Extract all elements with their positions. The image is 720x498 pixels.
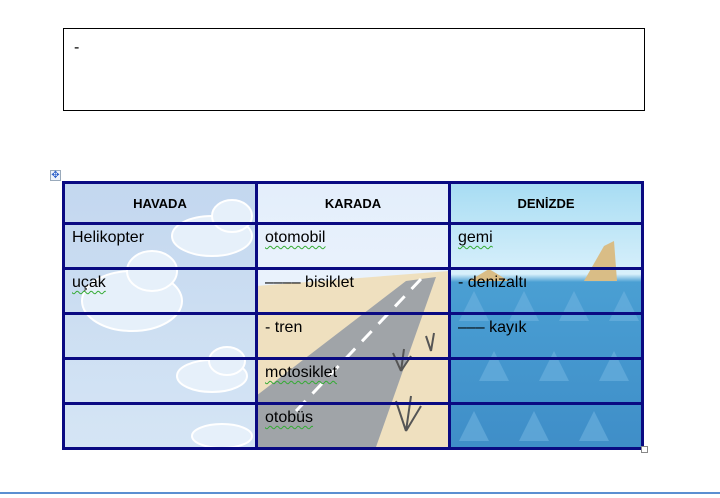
table-cell[interactable]: uçak [62,267,258,315]
cell-text: ––– kayık [458,319,527,336]
text-box[interactable]: - [63,28,645,111]
table-resize-handle[interactable] [641,446,648,453]
table-row: otobüs [62,402,644,450]
cell-text: - denizaltı [458,274,528,291]
table-cell[interactable]: Helikopter [62,222,258,270]
table-cell[interactable] [62,312,258,360]
table-header-row: HAVADA KARADA DENİZDE [62,181,644,225]
cell-text: otobüs [265,409,314,426]
cell-text: Helikopter [72,229,145,246]
cell-text: gemi [458,229,493,246]
vehicle-table: HAVADA KARADA DENİZDE Helikopter otomobi… [62,181,644,450]
table-cell[interactable] [448,357,644,405]
table-cell[interactable]: –––– bisiklet [255,267,451,315]
table-cell[interactable]: gemi [448,222,644,270]
table-cell[interactable]: ––– kayık [448,312,644,360]
table-cell[interactable]: - denizaltı [448,267,644,315]
table-row: Helikopter otomobil gemi [62,222,644,270]
table-cell[interactable]: - tren [255,312,451,360]
table-cell[interactable]: otomobil [255,222,451,270]
text-box-content: - [74,39,80,56]
page-bottom-divider [0,492,720,494]
table-cell[interactable]: otobüs [255,402,451,450]
header-denizde: DENİZDE [448,181,644,225]
cell-text: motosiklet [265,364,338,381]
cell-text: uçak [72,274,106,291]
table-row: motosiklet [62,357,644,405]
header-havada: HAVADA [62,181,258,225]
table-cell[interactable] [62,357,258,405]
table-cell[interactable] [448,402,644,450]
table-row: uçak –––– bisiklet - denizaltı [62,267,644,315]
cell-text: –––– bisiklet [265,274,354,291]
header-karada: KARADA [255,181,451,225]
table-row: - tren ––– kayık [62,312,644,360]
cell-text: otomobil [265,229,326,246]
table-move-handle-icon[interactable]: ✥ [50,170,61,181]
cell-text: - tren [265,319,303,336]
table-cell[interactable] [62,402,258,450]
table-cell[interactable]: motosiklet [255,357,451,405]
